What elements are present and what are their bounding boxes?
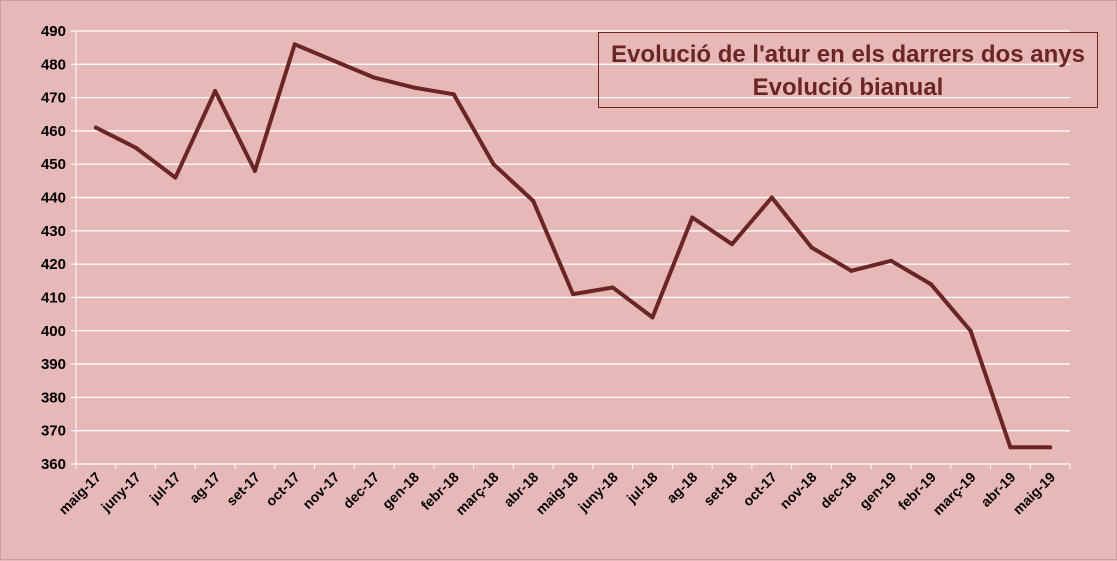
data-point <box>889 258 894 263</box>
data-point <box>411 85 416 90</box>
y-tick-label: 440 <box>41 190 66 207</box>
data-point <box>451 92 456 97</box>
data-point <box>571 292 575 297</box>
data-point <box>292 42 297 47</box>
x-tick-label: nov-18 <box>776 469 819 512</box>
data-point <box>1048 445 1053 450</box>
data-point <box>968 328 973 333</box>
x-tick-label: nov-17 <box>299 469 342 512</box>
x-tick-label: juny-17 <box>97 469 144 516</box>
data-point <box>491 162 496 167</box>
y-tick-label: 420 <box>41 256 66 273</box>
data-point <box>1008 445 1013 450</box>
gridlines <box>76 30 1070 432</box>
data-point <box>809 245 814 250</box>
x-tick-label: dec-18 <box>817 469 860 512</box>
x-tick-label: set-18 <box>700 469 740 509</box>
x-tick-label: oct-17 <box>262 469 303 510</box>
x-tick-label: jul-17 <box>146 469 184 507</box>
data-point <box>690 215 695 220</box>
y-tick-label: 480 <box>41 56 66 73</box>
y-tick-label: 450 <box>41 156 66 173</box>
y-tick-label: 490 <box>41 23 66 40</box>
data-point <box>928 282 933 287</box>
data-point <box>372 75 377 80</box>
data-point <box>650 315 655 320</box>
data-point <box>133 145 138 150</box>
series-layer <box>93 42 1053 450</box>
x-tick-label: gen-19 <box>856 469 899 512</box>
data-point <box>730 242 735 247</box>
x-tick-label: ag-17 <box>186 469 223 506</box>
y-tick-label: 400 <box>41 323 66 340</box>
chart-title-box: Evolució de l'atur en els darrers dos an… <box>598 32 1098 108</box>
data-point <box>332 58 337 63</box>
chart-title: Evolució de l'atur en els darrers dos an… <box>611 41 1085 68</box>
y-tick-label: 430 <box>41 223 66 240</box>
y-tick-label: 360 <box>41 456 66 473</box>
x-tick-label: gen-18 <box>379 469 422 512</box>
data-point <box>213 88 218 93</box>
data-point <box>769 195 774 200</box>
x-tick-label: oct-17 <box>739 469 780 510</box>
data-point <box>252 168 257 173</box>
x-tick-label: dec-17 <box>340 469 383 512</box>
data-point <box>531 198 536 203</box>
data-point <box>93 125 98 130</box>
y-tick-label: 370 <box>41 423 66 440</box>
x-tick-label: març-18 <box>452 469 501 518</box>
chart-subtitle: Evolució bianual <box>752 74 944 101</box>
x-tick-label: juny-18 <box>574 469 621 516</box>
x-tick-label: maig-19 <box>1010 469 1059 518</box>
data-point <box>849 268 854 273</box>
x-tick-label: març-19 <box>929 469 978 518</box>
y-tick-label: 460 <box>41 123 66 140</box>
y-tick-label: 390 <box>41 356 66 373</box>
y-tick-label: 380 <box>41 389 66 406</box>
x-tick-label: ag-18 <box>663 469 700 506</box>
y-tick-label: 470 <box>41 90 66 107</box>
y-tick-label: 410 <box>41 289 66 306</box>
x-tick-label: set-17 <box>223 469 263 509</box>
data-point <box>610 285 615 290</box>
x-tick-label: maig-18 <box>532 469 581 518</box>
x-tick-label: maig-17 <box>55 469 104 518</box>
data-point <box>173 175 178 180</box>
x-tick-label: jul-18 <box>623 469 661 507</box>
y-axis: 360 370 380 390 400 410 420 430 440 450 460 470 480 4… <box>41 23 77 473</box>
